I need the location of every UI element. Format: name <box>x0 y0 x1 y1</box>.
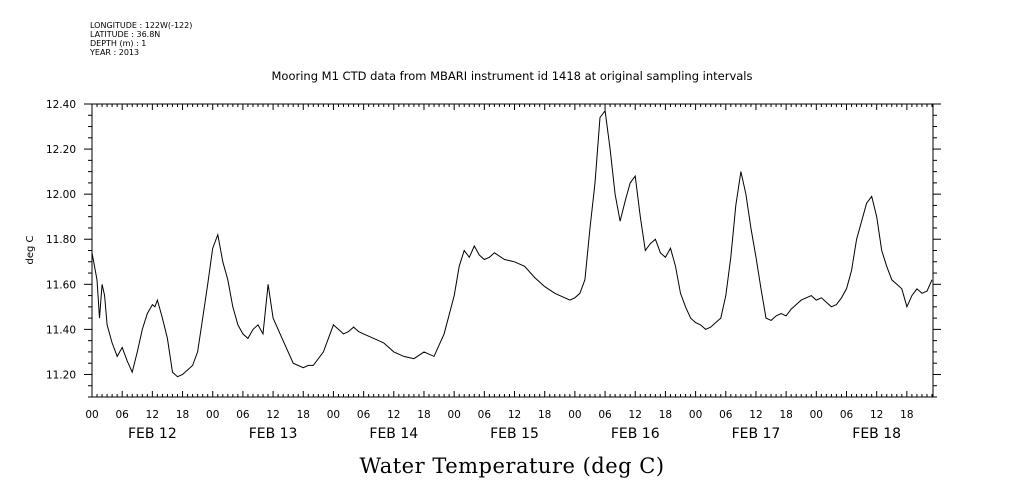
x-tick-label: 06 <box>478 409 492 421</box>
chart-title: Mooring M1 CTD data from MBARI instrumen… <box>271 69 753 83</box>
x-tick-labels: 00 06 12 18 00 06 12 18 00 06 12 18 00 06 12 18 00 06 12 18… <box>85 409 913 421</box>
day-label: FEB 12 <box>128 426 177 442</box>
x-tick-label: 18 <box>900 409 913 421</box>
x-tick-label: 06 <box>115 409 129 421</box>
x-tick-label: 00 <box>568 409 581 421</box>
day-label: FEB 14 <box>369 426 418 442</box>
day-label: FEB 18 <box>852 426 901 442</box>
x-tick-label: 12 <box>266 409 279 421</box>
x-tick-label: 18 <box>659 409 672 421</box>
x-tick-label: 12 <box>146 409 159 421</box>
series-line-water-temperature <box>91 109 933 378</box>
x-tick-label: 00 <box>447 409 460 421</box>
day-labels: FEB 12 FEB 13 FEB 14 FEB 15 FEB 16 FEB 17 FEB … <box>128 426 901 442</box>
x-tick-label: 06 <box>598 409 612 421</box>
y-tick-labels: 11.20 11.40 11.60 11.80 12.00 12.20 12.40 <box>46 99 76 381</box>
x-tick-label: 00 <box>85 409 98 421</box>
year-label: YEAR : 2013 <box>90 48 140 57</box>
x-tick-label: 12 <box>508 409 521 421</box>
x-tick-label: 18 <box>779 409 792 421</box>
day-label: FEB 17 <box>732 426 781 442</box>
metadata-header: LONGITUDE : 122W(-122) LATITUDE : 36.8N … <box>90 21 192 57</box>
latitude-label: LATITUDE : 36.8N <box>90 30 161 39</box>
y-tick-label: 11.20 <box>46 369 76 381</box>
x-tick-label: 00 <box>327 409 340 421</box>
y-axis-label: deg C <box>25 235 36 264</box>
x-tick-label: 12 <box>629 409 642 421</box>
x-tick-label: 06 <box>357 409 371 421</box>
x-tick-label: 00 <box>689 409 702 421</box>
x-axis-title: Water Temperature (deg C) <box>359 454 665 478</box>
y-tick-label: 12.20 <box>46 144 76 156</box>
x-tick-label: 18 <box>538 409 551 421</box>
x-tick-label: 18 <box>417 409 430 421</box>
y-tick-label: 11.80 <box>46 234 76 246</box>
y-tick-label: 12.00 <box>46 189 76 201</box>
y-tick-label: 11.60 <box>46 279 76 291</box>
day-label: FEB 15 <box>490 426 539 442</box>
x-tick-label: 06 <box>236 409 250 421</box>
y-tick-label: 12.40 <box>46 99 76 111</box>
x-tick-label: 12 <box>870 409 883 421</box>
x-tick-label: 00 <box>206 409 219 421</box>
longitude-label: LONGITUDE : 122W(-122) <box>90 21 193 30</box>
plot-frame <box>91 103 934 398</box>
x-tick-label: 06 <box>719 409 733 421</box>
day-label: FEB 16 <box>611 426 660 442</box>
x-tick-label: 18 <box>176 409 189 421</box>
y-tick-label: 11.40 <box>46 324 76 336</box>
x-tick-label: 18 <box>297 409 310 421</box>
depth-label: DEPTH (m) : 1 <box>90 39 147 48</box>
x-tick-label: 06 <box>840 409 854 421</box>
x-tick-label: 12 <box>749 409 762 421</box>
x-tick-label: 12 <box>387 409 400 421</box>
day-label: FEB 13 <box>249 426 298 442</box>
x-tick-label: 00 <box>810 409 823 421</box>
